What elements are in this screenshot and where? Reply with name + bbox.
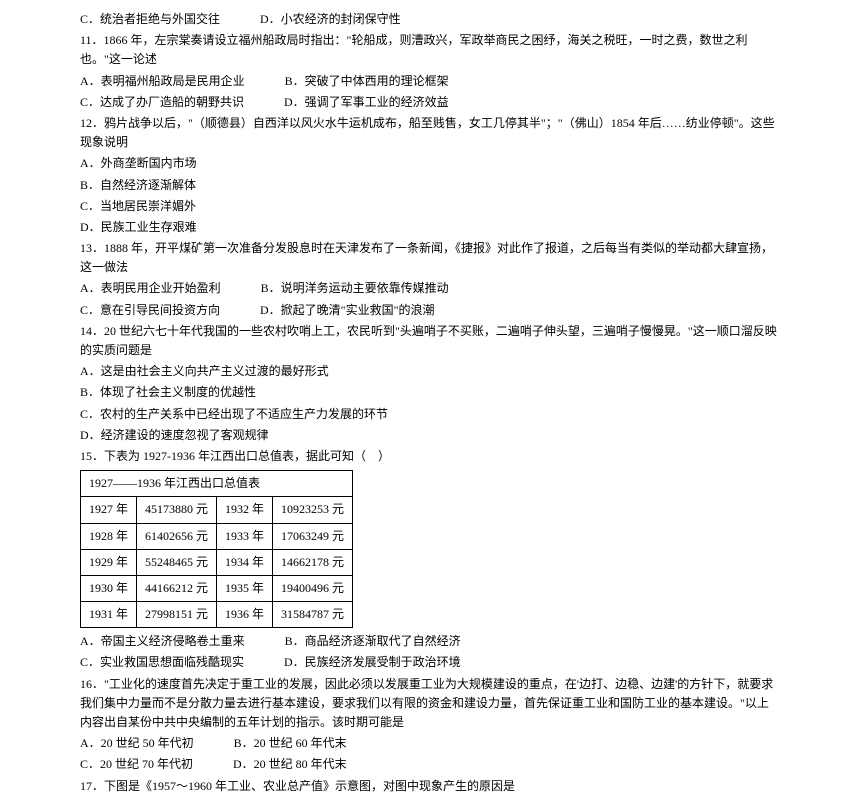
q15-option-d: D．民族经济发展受制于政治环境 bbox=[284, 653, 461, 672]
q14-option-b: B．体现了社会主义制度的优越性 bbox=[80, 383, 780, 402]
q10-option-d: D．小农经济的封闭保守性 bbox=[260, 10, 401, 29]
q15-options-ab: A．帝国主义经济侵略卷土重来 B．商品经济逐渐取代了自然经济 bbox=[80, 632, 780, 651]
q11-stem: 11．1866 年，左宗棠奏请设立福州船政局时指出："轮船成，则漕政兴，军政举商… bbox=[80, 31, 780, 69]
cell: 55248465 元 bbox=[137, 549, 217, 575]
q16-option-d: D．20 世纪 80 年代末 bbox=[233, 755, 347, 774]
q13-options-ab: A．表明民用企业开始盈利 B．说明洋务运动主要依靠传媒推动 bbox=[80, 279, 780, 298]
cell: 1929 年 bbox=[81, 549, 137, 575]
q13-option-a: A．表明民用企业开始盈利 bbox=[80, 279, 221, 298]
q15-table-title: 1927——1936 年江西出口总值表 bbox=[81, 471, 353, 497]
q11-option-b: B．突破了中体西用的理论框架 bbox=[285, 72, 449, 91]
cell: 27998151 元 bbox=[137, 602, 217, 628]
table-row: 1928 年 61402656 元 1933 年 17063249 元 bbox=[81, 523, 353, 549]
cell: 1928 年 bbox=[81, 523, 137, 549]
q13-option-c: C．意在引导民间投资方向 bbox=[80, 301, 220, 320]
q11-option-a: A．表明福州船政局是民用企业 bbox=[80, 72, 245, 91]
q11-option-c: C．达成了办厂造船的朝野共识 bbox=[80, 93, 244, 112]
q16-stem: 16．"工业化的速度首先决定于重工业的发展，因此必须以发展重工业为大规模建设的重… bbox=[80, 675, 780, 733]
q14-option-d: D．经济建设的速度忽视了客观规律 bbox=[80, 426, 780, 445]
cell: 61402656 元 bbox=[137, 523, 217, 549]
cell: 1934 年 bbox=[217, 549, 273, 575]
q10-option-c: C．统治者拒绝与外国交往 bbox=[80, 10, 220, 29]
cell: 1927 年 bbox=[81, 497, 137, 523]
cell: 44166212 元 bbox=[137, 575, 217, 601]
q11-options-cd: C．达成了办厂造船的朝野共识 D．强调了军事工业的经济效益 bbox=[80, 93, 780, 112]
q15-option-c: C．实业救国思想面临残酷现实 bbox=[80, 653, 244, 672]
cell: 1936 年 bbox=[217, 602, 273, 628]
q15-options-cd: C．实业救国思想面临残酷现实 D．民族经济发展受制于政治环境 bbox=[80, 653, 780, 672]
cell: 31584787 元 bbox=[273, 602, 353, 628]
cell: 14662178 元 bbox=[273, 549, 353, 575]
cell: 10923253 元 bbox=[273, 497, 353, 523]
q15-stem: 15．下表为 1927-1936 年江西出口总值表，据此可知（ ） bbox=[80, 447, 780, 466]
q12-option-c: C．当地居民崇洋媚外 bbox=[80, 197, 780, 216]
q12-option-a: A．外商垄断国内市场 bbox=[80, 154, 780, 173]
q12-option-d: D．民族工业生存艰难 bbox=[80, 218, 780, 237]
q15-table: 1927——1936 年江西出口总值表 1927 年 45173880 元 19… bbox=[80, 470, 353, 628]
q15-option-b: B．商品经济逐渐取代了自然经济 bbox=[285, 632, 461, 651]
q16-option-c: C．20 世纪 70 年代初 bbox=[80, 755, 193, 774]
q15-option-a: A．帝国主义经济侵略卷土重来 bbox=[80, 632, 245, 651]
q11-options-ab: A．表明福州船政局是民用企业 B．突破了中体西用的理论框架 bbox=[80, 72, 780, 91]
table-row: 1927 年 45173880 元 1932 年 10923253 元 bbox=[81, 497, 353, 523]
table-row: 1929 年 55248465 元 1934 年 14662178 元 bbox=[81, 549, 353, 575]
q16-option-a: A．20 世纪 50 年代初 bbox=[80, 734, 194, 753]
cell: 1930 年 bbox=[81, 575, 137, 601]
cell: 1932 年 bbox=[217, 497, 273, 523]
cell: 1931 年 bbox=[81, 602, 137, 628]
q13-option-d: D．掀起了晚清"实业救国"的浪潮 bbox=[260, 301, 434, 320]
q12-stem: 12．鸦片战争以后，"（顺德县）自西洋以风火水牛运机成布，船至贱售，女工几停其半… bbox=[80, 114, 780, 152]
q16-options-ab: A．20 世纪 50 年代初 B．20 世纪 60 年代末 bbox=[80, 734, 780, 753]
q14-option-a: A．这是由社会主义向共产主义过渡的最好形式 bbox=[80, 362, 780, 381]
q17-stem: 17．下图是《1957～1960 年工业、农业总产值》示意图，对图中现象产生的原… bbox=[80, 777, 780, 796]
q16-option-b: B．20 世纪 60 年代末 bbox=[234, 734, 347, 753]
q12-option-b: B．自然经济逐渐解体 bbox=[80, 176, 780, 195]
cell: 45173880 元 bbox=[137, 497, 217, 523]
cell: 19400496 元 bbox=[273, 575, 353, 601]
q13-option-b: B．说明洋务运动主要依靠传媒推动 bbox=[261, 279, 449, 298]
q13-options-cd: C．意在引导民间投资方向 D．掀起了晚清"实业救国"的浪潮 bbox=[80, 301, 780, 320]
cell: 17063249 元 bbox=[273, 523, 353, 549]
table-row: 1930 年 44166212 元 1935 年 19400496 元 bbox=[81, 575, 353, 601]
q14-option-c: C．农村的生产关系中已经出现了不适应生产力发展的环节 bbox=[80, 405, 780, 424]
q14-stem: 14．20 世纪六七十年代我国的一些农村吹哨上工，农民听到"头遍哨子不买账，二遍… bbox=[80, 322, 780, 360]
q11-option-d: D．强调了军事工业的经济效益 bbox=[284, 93, 449, 112]
q10-options-cd: C．统治者拒绝与外国交往 D．小农经济的封闭保守性 bbox=[80, 10, 780, 29]
table-row: 1931 年 27998151 元 1936 年 31584787 元 bbox=[81, 602, 353, 628]
q16-options-cd: C．20 世纪 70 年代初 D．20 世纪 80 年代末 bbox=[80, 755, 780, 774]
q13-stem: 13．1888 年，开平煤矿第一次准备分发股息时在天津发布了一条新闻，《捷报》对… bbox=[80, 239, 780, 277]
cell: 1935 年 bbox=[217, 575, 273, 601]
cell: 1933 年 bbox=[217, 523, 273, 549]
